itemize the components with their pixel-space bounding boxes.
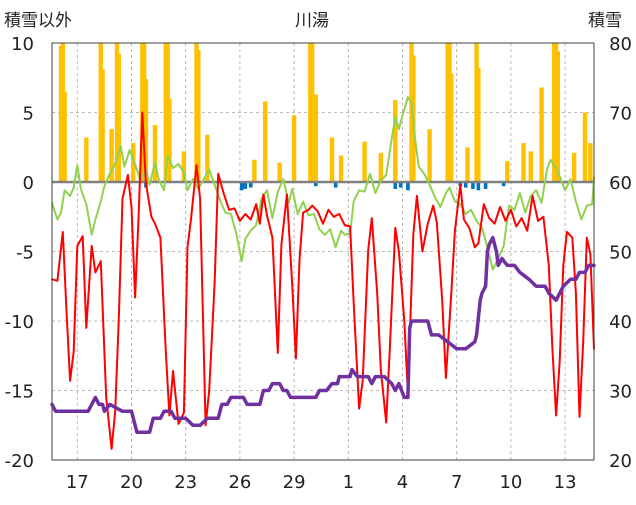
- chart-title: 川湯: [295, 11, 329, 31]
- left-tick-label: 5: [23, 104, 34, 125]
- x-tick-label: 26: [228, 472, 251, 493]
- left-axis-title: 積雪以外: [4, 11, 72, 31]
- precip-bar: [571, 152, 577, 182]
- left-tick-label: -5: [16, 243, 34, 264]
- precip-bar: [449, 73, 454, 182]
- right-tick-label: 80: [609, 34, 632, 55]
- precip-bar: [262, 101, 268, 182]
- left-tick-label: 0: [23, 173, 34, 194]
- precip-bar: [205, 134, 210, 182]
- precip-bar: [84, 137, 89, 182]
- precip-bar: [313, 94, 318, 182]
- precip-bar: [476, 68, 481, 182]
- x-tick-label: 17: [66, 472, 89, 493]
- precip-bar: [116, 54, 122, 183]
- snow-depth-line: [50, 235, 596, 434]
- precip-bar: [309, 43, 315, 182]
- x-tick-label: 4: [397, 472, 408, 493]
- precip-bar: [152, 125, 158, 182]
- x-tick-label: 20: [120, 472, 143, 493]
- precip-bar: [505, 161, 510, 182]
- snowfall-bar: [239, 182, 244, 191]
- snowfall-bar: [313, 182, 318, 187]
- snowfall-bar: [476, 182, 481, 191]
- x-tick-label: 1: [343, 472, 354, 493]
- left-tick-label: 10: [11, 34, 34, 55]
- precip-bar: [362, 141, 367, 182]
- precip-bar: [588, 143, 593, 182]
- snowfall-bar: [471, 182, 475, 189]
- x-tick-label: 23: [174, 472, 197, 493]
- temperature-series: [51, 111, 595, 450]
- precip-bar: [465, 147, 470, 182]
- x-tick-label: 10: [499, 472, 522, 493]
- precip-bar: [196, 49, 201, 183]
- precip-bar: [528, 151, 533, 182]
- snowfall-bar: [483, 182, 488, 189]
- snowfall-bar: [333, 182, 338, 188]
- precip-bar: [539, 87, 544, 182]
- right-tick-label: 70: [609, 104, 632, 125]
- snowfall-bar: [406, 182, 410, 191]
- snowfall-bar: [501, 182, 506, 187]
- wind-series: [51, 96, 595, 271]
- right-tick-label: 40: [609, 312, 632, 333]
- precip-bar: [338, 155, 344, 182]
- snowfall-bar: [243, 182, 248, 189]
- left-tick-label: -20: [5, 451, 34, 472]
- precip-bar: [582, 112, 588, 182]
- right-tick-label: 60: [609, 173, 632, 194]
- temperature-line: [51, 111, 595, 450]
- precip-bar: [521, 143, 526, 182]
- precip-bar: [100, 69, 105, 182]
- precip-bar: [555, 51, 561, 183]
- precip-bar: [291, 115, 297, 182]
- left-tick-label: -15: [5, 382, 34, 403]
- left-tick-label: -10: [5, 312, 34, 333]
- precip-bar: [329, 137, 335, 182]
- snowfall-bar: [463, 182, 468, 188]
- precip-bar: [252, 159, 257, 182]
- precip-bar: [62, 91, 67, 182]
- right-axis-title: 積雪: [588, 11, 622, 31]
- snowfall-bar: [398, 182, 403, 188]
- right-tick-label: 50: [609, 243, 632, 264]
- precip-bar: [393, 99, 398, 182]
- precip-bar: [277, 162, 282, 182]
- precip-bar: [427, 129, 432, 182]
- precip-bar: [378, 152, 384, 182]
- snow-depth-series: [50, 235, 596, 434]
- x-tick-label: 13: [554, 472, 577, 493]
- snowfall-bar: [248, 182, 253, 188]
- x-tick-label: 29: [283, 472, 306, 493]
- plot-border: [51, 42, 595, 461]
- right-tick-label: 30: [609, 382, 632, 403]
- x-tick-label: 7: [451, 472, 462, 493]
- left-axis-ticks: 10 5 0 -5 -10 -15 -20: [5, 34, 34, 472]
- precip-bar: [109, 129, 114, 182]
- snowfall-bar: [393, 182, 398, 189]
- precip-bar: [167, 98, 172, 182]
- right-axis-ticks: 80 70 60 50 40 30 20: [609, 34, 632, 472]
- right-tick-label: 20: [609, 451, 632, 472]
- precip-bar: [181, 151, 187, 182]
- x-axis-ticks: 17 20 23 26 29 1 4 7 10 13: [66, 472, 577, 493]
- precip-bar: [143, 79, 149, 182]
- wind-line: [51, 96, 595, 271]
